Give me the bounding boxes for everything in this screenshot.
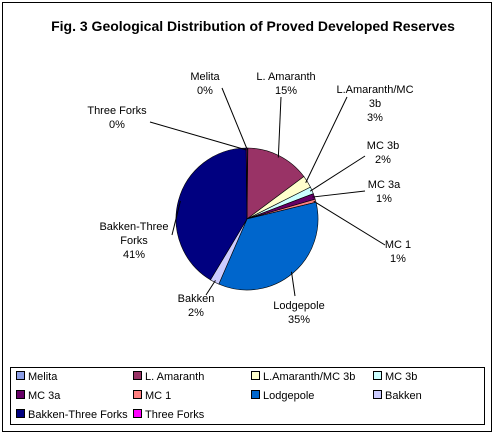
legend-item: Bakken — [373, 390, 422, 403]
slice-label: L. Amaranth 15% — [256, 71, 315, 97]
legend-swatch — [251, 371, 260, 380]
slice-label-line: Bakken — [178, 293, 215, 305]
legend-item: MC 3b — [373, 371, 417, 384]
slice-label: Bakken 2% — [178, 293, 215, 319]
legend-swatch — [133, 409, 142, 418]
pie-slice-bakken-three-forks — [175, 147, 248, 281]
leader-line — [171, 200, 181, 236]
slice-label-line: 15% — [275, 85, 297, 97]
legend-item: L.Amaranth/MC 3b — [251, 371, 355, 384]
legend-label: MC 1 — [145, 390, 172, 402]
legend-label: Bakken — [385, 390, 422, 402]
legend-swatch — [133, 390, 142, 399]
pie-slice-three-forks — [245, 147, 248, 220]
slice-label-line: 3% — [367, 112, 383, 124]
slice-label-line: Bakken-Three — [99, 221, 168, 233]
legend-label: MC 3b — [385, 371, 418, 383]
legend-swatch — [133, 371, 142, 380]
slice-label: Lodgepole 35% — [273, 300, 324, 326]
chart-title: Fig. 3 Geological Distribution of Proved… — [51, 18, 455, 34]
slice-label-line: MC 3a — [368, 179, 401, 191]
slice-label: MC 1 1% — [385, 239, 411, 265]
legend-label: MC 3a — [28, 390, 61, 402]
slice-label-line: Forks — [120, 235, 148, 247]
leader-line — [277, 96, 282, 158]
slice-label-line: 41% — [123, 249, 145, 261]
legend-label: Three Forks — [145, 409, 205, 421]
chart-legend: Melita L. Amaranth L.Amaranth/MC 3b MC 3b MC… — [10, 367, 485, 425]
slice-label-line: MC 3b — [367, 140, 399, 152]
legend-swatch — [16, 371, 25, 380]
slice-label: Bakken-Three Forks 41% — [99, 221, 168, 261]
legend-swatch — [16, 390, 25, 399]
leader-line — [290, 271, 296, 297]
slice-label-line: 1% — [390, 253, 406, 265]
legend-item: Three Forks — [133, 409, 204, 422]
legend-label: Melita — [28, 371, 58, 383]
slice-label: MC 3a 1% — [368, 179, 401, 205]
slice-label-line: 35% — [288, 314, 310, 326]
slice-label-line: 0% — [197, 85, 213, 97]
slice-label: MC 3b 2% — [367, 140, 399, 166]
legend-item: MC 3a — [16, 390, 60, 403]
slice-label-line: 3b — [369, 98, 381, 110]
legend-label: Lodgepole — [263, 390, 315, 402]
leader-line — [221, 87, 248, 151]
slice-label-line: MC 1 — [385, 239, 411, 251]
leader-line — [313, 200, 386, 246]
leader-line — [205, 280, 216, 296]
legend-swatch — [373, 371, 382, 380]
slice-label-line: 2% — [188, 307, 204, 319]
legend-item: Lodgepole — [251, 390, 314, 403]
legend-swatch — [373, 390, 382, 399]
slice-label-line: Three Forks — [87, 105, 147, 117]
pie-slice-lodgepole — [218, 201, 319, 291]
leader-line — [312, 190, 366, 198]
legend-item: L. Amaranth — [133, 371, 204, 384]
legend-item: MC 1 — [133, 390, 171, 403]
slice-label: Melita 0% — [190, 71, 220, 97]
slice-label-line: 0% — [109, 119, 125, 131]
slice-label-line: Lodgepole — [273, 300, 324, 312]
legend-swatch — [16, 409, 25, 418]
leader-line — [309, 155, 366, 192]
legend-item: Melita — [16, 371, 57, 384]
slice-label-line: 2% — [375, 154, 391, 166]
slice-label: L.Amaranth/MC 3b 3% — [336, 84, 413, 124]
legend-item: Bakken-Three Forks — [16, 409, 128, 422]
slice-label: Three Forks 0% — [87, 105, 147, 131]
legend-label: L. Amaranth — [145, 371, 205, 383]
leader-line — [149, 121, 247, 151]
slice-label-line: L.Amaranth/MC — [336, 84, 413, 96]
slice-label-line: Melita — [190, 71, 220, 83]
slice-label-line: L. Amaranth — [256, 71, 315, 83]
slice-label-line: 1% — [376, 193, 392, 205]
legend-label: Bakken-Three Forks — [28, 409, 128, 421]
legend-swatch — [251, 390, 260, 399]
pie-slice-l-amaranth — [246, 147, 305, 220]
chart-frame: Fig. 3 Geological Distribution of Proved… — [2, 2, 492, 432]
leader-line — [305, 96, 348, 183]
legend-label: L.Amaranth/MC 3b — [263, 371, 356, 383]
